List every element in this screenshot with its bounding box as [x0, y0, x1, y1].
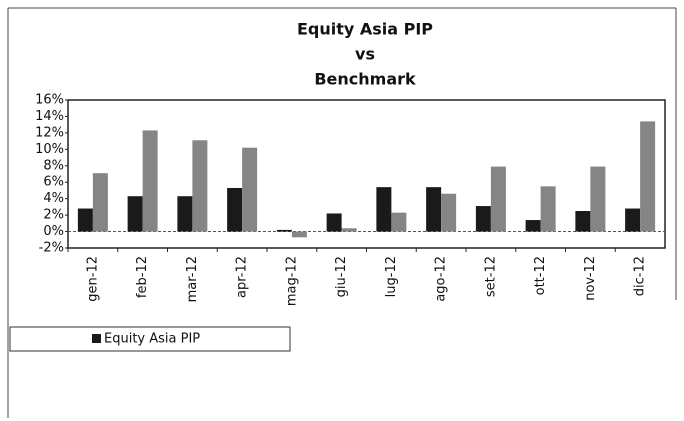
bar	[192, 140, 208, 232]
bar	[490, 166, 506, 232]
x-tick-label: mar-12	[185, 256, 200, 302]
bar	[291, 231, 307, 238]
bar	[540, 186, 556, 232]
y-tick-label: 14%	[35, 109, 64, 124]
bar	[391, 212, 407, 232]
bar	[177, 196, 193, 232]
bar	[376, 187, 392, 232]
y-tick-label: 12%	[35, 125, 64, 140]
x-tick-label: gen-12	[85, 256, 100, 302]
chart-title: vs	[355, 45, 375, 64]
bar	[475, 206, 491, 232]
bar	[142, 130, 158, 232]
y-tick-label: 6%	[43, 175, 64, 190]
y-tick-label: 10%	[35, 142, 64, 157]
bar	[625, 208, 641, 232]
bar	[242, 147, 258, 232]
bar	[326, 213, 342, 232]
y-tick-label: -2%	[39, 241, 64, 256]
bar	[127, 196, 143, 232]
chart-title: Benchmark	[314, 70, 416, 89]
y-tick-label: 16%	[35, 93, 64, 108]
x-tick-label: feb-12	[135, 256, 150, 298]
x-tick-label: mag-12	[284, 256, 299, 306]
x-tick-label: dic-12	[633, 256, 648, 296]
bar	[441, 193, 457, 232]
y-tick-label: 2%	[43, 208, 64, 223]
bar	[525, 220, 541, 232]
bar	[575, 211, 591, 232]
chart-title: Equity Asia PIP	[297, 20, 433, 39]
x-tick-label: set-12	[483, 256, 498, 297]
bar	[590, 166, 606, 232]
bar	[92, 173, 108, 232]
y-tick-label: 0%	[43, 224, 64, 239]
y-tick-label: 8%	[43, 158, 64, 173]
legend-label: Equity Asia PIP	[104, 332, 200, 347]
x-tick-label: ott-12	[533, 256, 548, 295]
bar	[276, 229, 292, 232]
bar	[426, 187, 442, 232]
x-tick-label: nov-12	[583, 256, 598, 301]
y-tick-label: 4%	[43, 191, 64, 206]
x-tick-label: lug-12	[384, 256, 399, 297]
bar	[227, 187, 243, 232]
bar	[341, 228, 357, 232]
bar	[640, 121, 656, 232]
x-tick-label: apr-12	[235, 256, 250, 298]
legend-swatch	[92, 334, 101, 343]
bar	[77, 208, 93, 232]
x-tick-label: giu-12	[334, 256, 349, 297]
legend	[9, 326, 291, 352]
x-tick-label: ago-12	[434, 256, 449, 302]
